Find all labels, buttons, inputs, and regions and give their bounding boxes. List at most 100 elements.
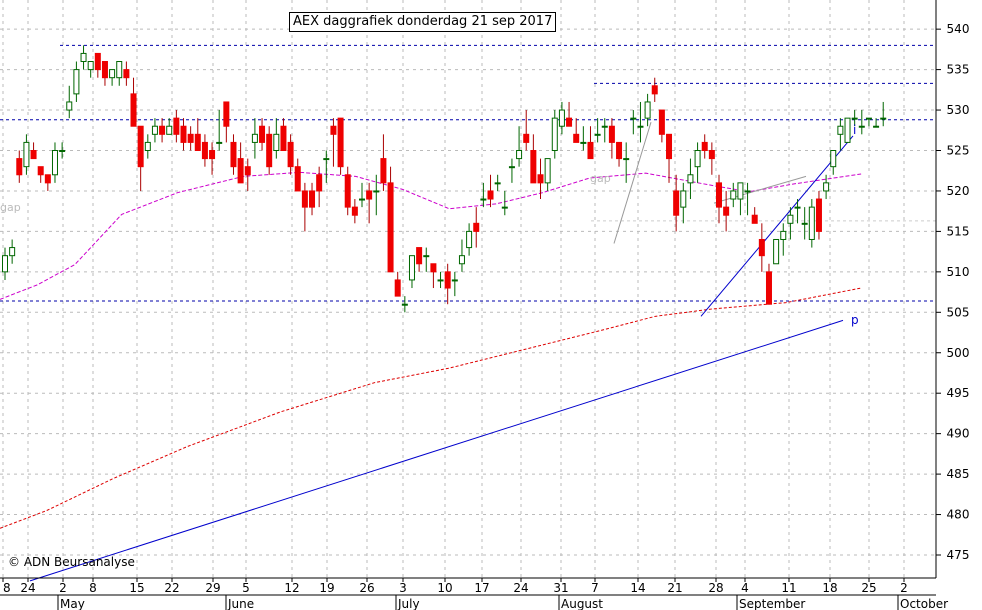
candle-body — [637, 125, 644, 128]
candle-body — [144, 141, 151, 152]
candle — [223, 101, 230, 143]
trendlines — [29, 122, 854, 582]
candle — [644, 93, 651, 127]
candle — [487, 174, 494, 208]
candle — [630, 110, 637, 135]
candle — [494, 174, 501, 191]
candle-body — [294, 166, 301, 192]
candle — [466, 223, 473, 256]
candle-body — [351, 206, 358, 216]
candle — [823, 174, 830, 200]
candle-body — [109, 69, 116, 79]
x-tick-label: 10 — [437, 581, 452, 595]
candle — [209, 142, 216, 175]
candle-body — [373, 190, 380, 193]
candle-body — [516, 150, 523, 160]
candle-body — [280, 125, 287, 152]
candle — [73, 61, 80, 102]
candle — [801, 207, 808, 240]
candle — [458, 239, 465, 272]
candle — [130, 77, 137, 127]
candle-body — [594, 133, 601, 136]
x-tick-label: 19 — [319, 581, 334, 595]
candle-body — [851, 117, 858, 120]
candle-body — [166, 125, 173, 135]
candle-body — [201, 141, 208, 160]
candle-body — [501, 206, 508, 209]
candle-body — [80, 52, 87, 63]
candle — [815, 190, 822, 240]
candle-body — [480, 198, 487, 201]
candle-body — [451, 279, 458, 282]
candle-body — [173, 117, 180, 135]
candle — [544, 158, 551, 191]
candle — [44, 174, 51, 191]
candle — [416, 247, 423, 272]
candle-body — [44, 174, 51, 184]
y-tick-label: 475 — [947, 548, 970, 562]
candle-body — [487, 190, 494, 200]
candle-body — [416, 247, 423, 265]
chart-title: AEX daggrafiek donderdag 21 sep 2017 — [289, 12, 557, 32]
candle-body — [101, 61, 108, 79]
candle-body — [401, 303, 408, 306]
candle — [530, 134, 537, 184]
candle — [166, 118, 173, 135]
candle-body — [573, 133, 580, 143]
candle — [309, 182, 316, 216]
candle — [844, 117, 851, 143]
candle — [758, 223, 765, 272]
candle — [780, 223, 787, 256]
candle-body — [508, 166, 515, 169]
candle-body — [116, 61, 123, 79]
x-tick-label: 18 — [822, 581, 837, 595]
x-month-label: June — [227, 597, 254, 610]
candle-body — [2, 255, 8, 273]
candle-body — [330, 125, 337, 135]
candle — [330, 118, 337, 167]
axes — [0, 0, 937, 596]
candle-body — [337, 117, 344, 168]
candle-body — [773, 238, 780, 265]
candle-body — [523, 133, 530, 143]
candle-body — [701, 141, 708, 152]
candle — [244, 158, 251, 191]
candle-body — [658, 109, 665, 135]
candle — [237, 142, 244, 184]
candle-body — [744, 190, 751, 193]
candle — [744, 182, 751, 216]
candle-body — [551, 117, 558, 151]
candle — [580, 126, 587, 151]
candle-body — [73, 69, 80, 95]
candle — [423, 247, 430, 272]
candle — [651, 77, 658, 102]
x-tick-label: 24 — [20, 581, 35, 595]
x-axis-ticks: 8 24 2 8 15 22 29 5 12 19 26 3 10 17 24 31 7 14 21 28 4 11 18 2… — [2, 578, 948, 610]
candle-body — [209, 150, 216, 160]
candle — [101, 61, 108, 86]
y-tick-label: 510 — [947, 265, 970, 279]
candle — [380, 134, 387, 191]
candle-body — [408, 255, 415, 281]
x-tick-label: 14 — [630, 581, 645, 595]
candle-body — [273, 133, 280, 152]
y-tick-label: 535 — [947, 63, 970, 77]
candle-body — [23, 141, 30, 168]
candle — [708, 142, 715, 175]
candle — [16, 150, 23, 183]
pattern-line — [713, 175, 807, 204]
candle — [144, 134, 151, 159]
candle — [573, 118, 580, 143]
candle-body — [9, 247, 16, 257]
candle — [787, 207, 794, 240]
candle-body — [194, 133, 201, 152]
candle-body — [59, 150, 66, 152]
candle — [2, 247, 8, 280]
y-tick-label: 490 — [947, 427, 970, 441]
candle-body — [865, 117, 872, 120]
candle — [280, 118, 287, 152]
candle-body — [51, 150, 58, 176]
candle — [30, 142, 37, 160]
candle — [373, 174, 380, 216]
candle-body — [151, 125, 158, 135]
